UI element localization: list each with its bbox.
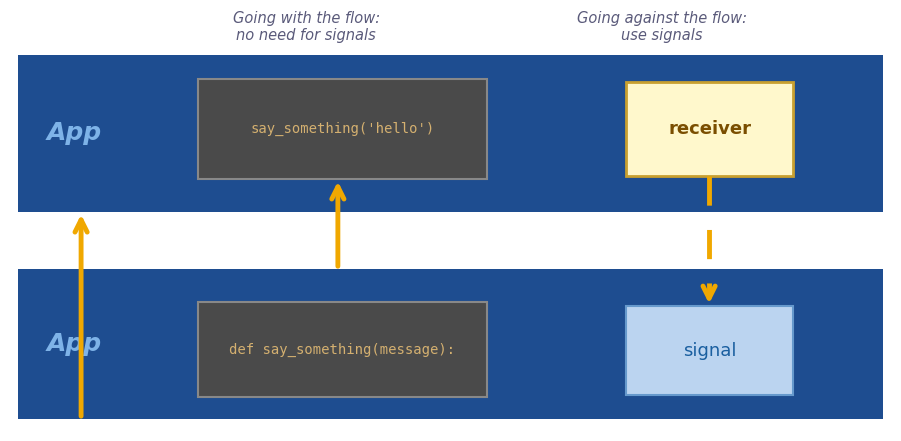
Bar [626, 306, 793, 395]
Text: Going against the flow:
use signals: Going against the flow: use signals [578, 11, 747, 43]
Bar [18, 269, 883, 419]
Bar [198, 302, 487, 397]
Bar [18, 55, 883, 212]
Text: def say_something(message):: def say_something(message): [230, 342, 455, 357]
Bar [626, 82, 793, 176]
Text: receiver: receiver [668, 120, 751, 138]
Bar [198, 79, 487, 179]
Text: say_something('hello'): say_something('hello') [250, 122, 434, 136]
Text: signal: signal [683, 342, 736, 359]
Text: Going with the flow:
no need for signals: Going with the flow: no need for signals [232, 11, 380, 43]
Text: App: App [46, 332, 102, 356]
Text: App: App [46, 121, 102, 146]
